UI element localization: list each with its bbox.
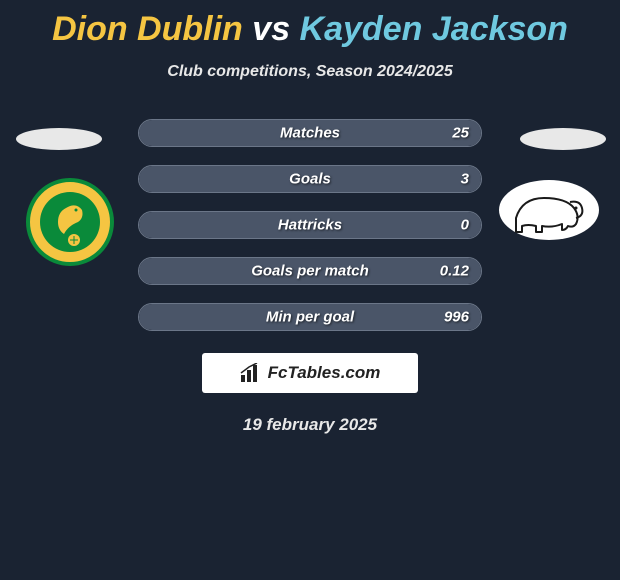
vs-text: vs bbox=[252, 10, 299, 48]
stat-label: Min per goal bbox=[266, 309, 354, 326]
subtitle: Club competitions, Season 2024/2025 bbox=[0, 63, 620, 81]
stat-row: Hattricks 0 bbox=[138, 211, 482, 239]
team-badge-right bbox=[498, 178, 600, 247]
player2-name: Kayden Jackson bbox=[300, 10, 568, 48]
stat-label: Goals per match bbox=[251, 263, 369, 280]
player1-name: Dion Dublin bbox=[52, 10, 243, 48]
stat-row: Goals per match 0.12 bbox=[138, 257, 482, 285]
date-text: 19 february 2025 bbox=[0, 415, 620, 435]
stat-label: Hattricks bbox=[278, 217, 342, 234]
player1-photo-placeholder bbox=[16, 128, 102, 150]
stat-label: Goals bbox=[289, 171, 331, 188]
bar-chart-icon bbox=[240, 363, 262, 383]
stat-value-right: 996 bbox=[444, 309, 469, 326]
stat-row: Goals 3 bbox=[138, 165, 482, 193]
derby-crest-icon bbox=[498, 178, 600, 242]
player2-photo-placeholder bbox=[520, 128, 606, 150]
stat-value-right: 3 bbox=[461, 171, 469, 188]
team-badge-left bbox=[20, 178, 120, 271]
stat-value-right: 25 bbox=[452, 125, 469, 142]
stat-row: Min per goal 996 bbox=[138, 303, 482, 331]
stats-list: Matches 25 Goals 3 Hattricks 0 Goals per match… bbox=[138, 119, 482, 331]
stat-row: Matches 25 bbox=[138, 119, 482, 147]
norwich-crest-icon bbox=[20, 178, 120, 266]
brand-text: FcTables.com bbox=[268, 363, 381, 383]
stat-value-right: 0 bbox=[461, 217, 469, 234]
stat-value-right: 0.12 bbox=[440, 263, 469, 280]
comparison-title: Dion Dublin vs Kayden Jackson bbox=[0, 0, 620, 49]
stat-label: Matches bbox=[280, 125, 340, 142]
brand-box[interactable]: FcTables.com bbox=[202, 353, 418, 393]
